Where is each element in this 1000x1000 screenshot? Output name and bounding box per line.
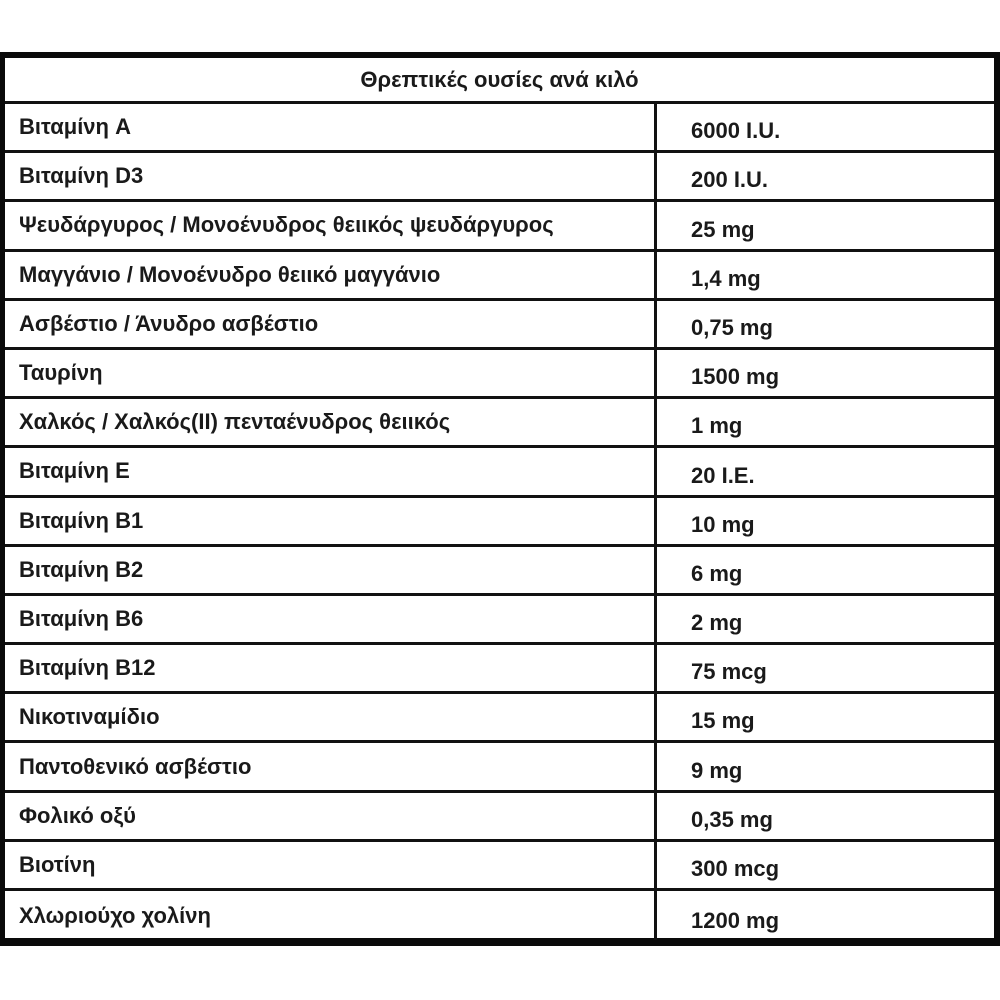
table-row: Βιταμίνη E 20 I.E. — [5, 448, 994, 498]
nutrient-name: Βιταμίνη B2 — [5, 546, 657, 593]
table-row: Βιταμίνη B6 2 mg — [5, 595, 994, 646]
nutrient-amount: 75 mcg — [691, 659, 767, 685]
nutrient-name: Ασβέστιο / Άνυδρο ασβέστιο — [5, 300, 657, 347]
table-row: Βιταμίνη D3 200 I.U. — [5, 153, 994, 203]
table-body: Βιταμίνη A 6000 I.U. Βιταμίνη D3 200 I.U. Ψε… — [5, 104, 994, 941]
nutrient-amount: 0,35 mg — [691, 806, 773, 832]
nutrient-name: Βιταμίνη A — [5, 104, 657, 151]
table-row: Μαγγάνιο / Μονοένυδρο θειικό μαγγάνιο 1,4… — [5, 251, 994, 301]
nutrient-name: Μαγγάνιο / Μονοένυδρο θειικό μαγγάνιο — [5, 251, 657, 298]
nutrient-amount: 1,4 mg — [691, 265, 761, 291]
nutrient-name: Βιταμίνη B12 — [5, 645, 657, 692]
table-row: Παντοθενικό ασβέστιο 9 mg — [5, 743, 994, 793]
table-row: Χαλκός / Χαλκός(ΙΙ) πενταένυδρος θειικός… — [5, 399, 994, 449]
nutrient-name: Βιταμίνη B6 — [5, 595, 657, 643]
nutrient-amount: 200 I.U. — [691, 167, 769, 193]
table-row: Χλωριούχο χολίνη 1200 mg — [5, 891, 994, 941]
nutrient-amount: 1200 mg — [691, 908, 780, 934]
nutrient-amount: 2 mg — [691, 610, 743, 636]
nutrient-name: Βιοτίνη — [5, 841, 657, 888]
nutrient-name: Νικοτιναμίδιο — [5, 694, 657, 741]
nutrient-name: Ταυρίνη — [5, 349, 657, 397]
nutrient-amount: 20 I.E. — [691, 462, 755, 488]
table-row: Βιοτίνη 300 mcg — [5, 841, 994, 891]
nutrient-amount: 6 mg — [691, 560, 743, 586]
nutrient-amount: 300 mcg — [691, 856, 780, 881]
nutrient-amount: 1 mg — [691, 413, 743, 439]
nutrient-amount: 0,75 mg — [691, 314, 773, 340]
nutrient-name: Ψευδάργυρος / Μονοένυδρος θειικός ψευδάρ… — [5, 202, 657, 249]
nutrient-amount: 25 mg — [691, 216, 755, 242]
nutrient-name: Βιταμίνη B1 — [5, 497, 657, 544]
nutrients-table: Θρεπτικές ουσίες ανά κιλό Βιταμίνη A 6000… — [0, 52, 1000, 946]
nutrient-amount: 10 mg — [691, 511, 755, 537]
nutrient-amount: 1500 mg — [691, 364, 780, 390]
nutrient-amount: 6000 I.U. — [691, 118, 781, 144]
table-row: Ασβέστιο / Άνυδρο ασβέστιο 0,75 mg — [5, 300, 994, 350]
nutrient-name: Βιταμίνη E — [5, 448, 657, 495]
table-row: Ψευδάργυρος / Μονοένυδρος θειικός ψευδάρ… — [5, 202, 994, 252]
nutrient-name: Φολικό οξύ — [5, 792, 657, 839]
table-row: Ταυρίνη 1500 mg — [5, 349, 994, 400]
table-row: Βιταμίνη B1 10 mg — [5, 497, 994, 547]
nutrient-amount: 15 mg — [691, 708, 755, 734]
table-row: Βιταμίνη A 6000 I.U. — [5, 104, 994, 154]
nutrient-amount: 9 mg — [691, 757, 743, 783]
table-row: Φολικό οξύ 0,35 mg — [5, 792, 994, 842]
nutrient-name: Χλωριούχο χολίνη — [5, 891, 657, 941]
table-title: Θρεπτικές ουσίες ανά κιλό — [5, 58, 994, 104]
table-row: Βιταμίνη B12 75 mcg — [5, 645, 994, 695]
nutrient-name: Παντοθενικό ασβέστιο — [5, 743, 657, 790]
nutrient-name: Χαλκός / Χαλκός(ΙΙ) πενταένυδρος θειικός — [5, 399, 657, 446]
table-row: Νικοτιναμίδιο 15 mg — [5, 694, 994, 744]
nutrient-name: Βιταμίνη D3 — [5, 153, 657, 200]
table-row: Βιταμίνη B2 6 mg — [5, 546, 994, 596]
